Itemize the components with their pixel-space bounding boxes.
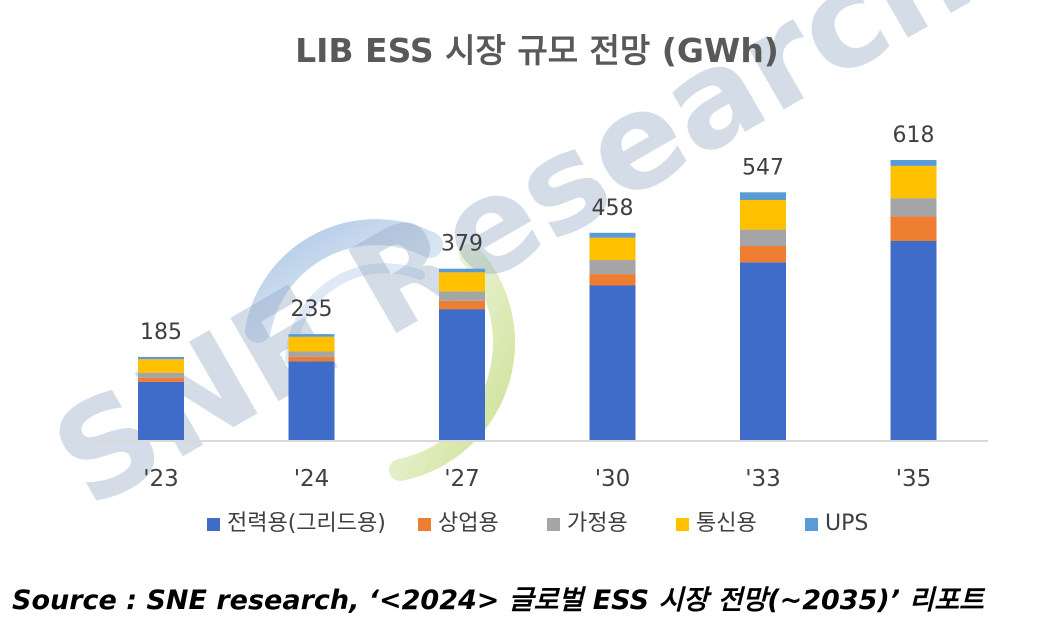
- bar-segment-4-6: [890, 165, 937, 199]
- bar-segment-2-5: [740, 245, 786, 263]
- legend-swatch: [207, 518, 220, 531]
- bar-segment-1-5: [740, 262, 786, 441]
- legend-swatch: [418, 518, 431, 531]
- source-note: Source : SNE research, ‘<2024> 글로벌 ESS 시…: [12, 585, 984, 616]
- bar-segment-3-5: [740, 229, 786, 246]
- bar-segment-2-1: [138, 377, 184, 382]
- x-tick-label: '23: [143, 466, 179, 492]
- legend-label: 통신용: [696, 511, 757, 536]
- chart-svg: SNE Research LIB ESS 시장 규모 전망 (GWh) 185 2…: [29, 0, 996, 538]
- watermark-ring-blue: [245, 219, 443, 343]
- total-label: 235: [291, 297, 333, 322]
- bar-segment-4-2: [288, 336, 335, 352]
- watermark-text: SNE Research: [29, 0, 996, 538]
- bar-segment-2-3: [439, 301, 485, 310]
- bar-segment-1-1: [138, 381, 184, 441]
- legend-swatch: [805, 518, 818, 531]
- bar-segment-3-2: [288, 351, 335, 357]
- total-labels: 185 235 379 458 547 618: [140, 123, 935, 345]
- legend-label: 상업용: [438, 511, 499, 536]
- bar-segment-5-3: [439, 268, 485, 273]
- bar-segment-5-5: [740, 192, 786, 200]
- bar-segment-1-4: [589, 285, 636, 441]
- bar-segment-5-2: [288, 334, 335, 337]
- bar-segment-3-3: [439, 291, 485, 301]
- legend-label: 전력용(그리드용): [227, 511, 386, 536]
- legend: 전력용(그리드용) 상업용 가정용 통신용 UPS: [207, 511, 868, 536]
- bar-segment-5-6: [890, 160, 937, 166]
- watermark: SNE Research: [29, 0, 996, 538]
- bar-segment-3-4: [589, 260, 636, 275]
- total-label: 618: [893, 123, 935, 148]
- bar-segment-5-1: [138, 356, 184, 360]
- bar-segment-4-5: [740, 200, 786, 230]
- x-tick-label: '30: [595, 466, 631, 492]
- bar-segment-4-3: [439, 272, 485, 292]
- legend-label: 가정용: [567, 511, 628, 536]
- watermark-ring-green: [389, 244, 515, 481]
- bar-segment-1-3: [439, 309, 485, 441]
- legend-swatch: [676, 518, 689, 531]
- bar-segment-1-2: [288, 361, 335, 441]
- bar-segment-2-2: [288, 356, 335, 362]
- x-tick-label: '24: [294, 466, 330, 492]
- bar-segment-3-1: [138, 372, 184, 378]
- x-tick-labels: '23 '24 '27 '30 '33 '35: [143, 466, 931, 492]
- bars-layer: [138, 160, 937, 441]
- legend-swatch: [547, 518, 560, 531]
- x-tick-label: '33: [745, 466, 781, 492]
- legend-label: UPS: [825, 511, 868, 536]
- bar-segment-4-1: [138, 359, 184, 373]
- total-label: 185: [140, 320, 182, 345]
- total-label: 547: [742, 155, 784, 180]
- bar-segment-5-4: [589, 232, 636, 238]
- bar-segment-3-6: [890, 198, 937, 217]
- x-tick-label: '27: [444, 466, 480, 492]
- bar-segment-4-4: [589, 237, 636, 261]
- x-tick-label: '35: [896, 466, 932, 492]
- bar-segment-2-6: [890, 216, 937, 241]
- bar-segment-1-6: [890, 240, 937, 441]
- total-label: 458: [592, 196, 634, 221]
- chart-title: LIB ESS 시장 규모 전망 (GWh): [295, 31, 779, 70]
- total-label: 379: [441, 232, 483, 257]
- bar-segment-2-4: [589, 274, 636, 286]
